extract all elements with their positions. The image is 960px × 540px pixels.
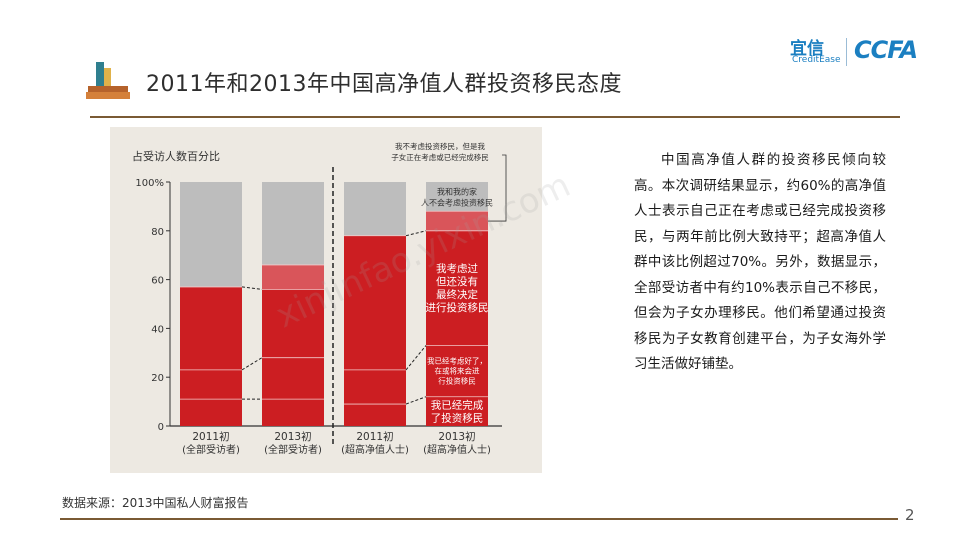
page-title: 2011年和2013年中国高净值人群投资移民态度 bbox=[146, 72, 622, 97]
series-label-considered: 但还没有 bbox=[436, 275, 478, 288]
bar-segment bbox=[180, 182, 242, 287]
connector-line bbox=[405, 396, 427, 405]
x-tick-label: 2011初 bbox=[356, 430, 393, 443]
series-label-completed: 了投资移民 bbox=[431, 411, 484, 424]
connector-line bbox=[405, 345, 427, 371]
y-tick-label: 40 bbox=[151, 324, 164, 335]
series-label-children: 子女正在考虑或已经完成移民 bbox=[391, 152, 489, 162]
connector-line bbox=[405, 230, 427, 237]
series-label-children: 我不考虑投资移民，但是我 bbox=[395, 141, 485, 151]
connector-line bbox=[241, 357, 263, 371]
x-tick-sublabel: (全部受访者) bbox=[182, 443, 240, 456]
x-tick-label: 2013初 bbox=[438, 430, 475, 443]
books-icon bbox=[86, 62, 130, 99]
series-label-completed: 我已经完成 bbox=[431, 398, 484, 411]
bar-segment bbox=[262, 289, 324, 358]
callout-line bbox=[488, 154, 507, 222]
bar-segment bbox=[426, 211, 488, 231]
series-label-decided: 我已经考虑好了， bbox=[427, 356, 487, 366]
logo-cn-text: 宜信 bbox=[790, 39, 824, 59]
footer-divider bbox=[60, 518, 898, 520]
bar-segment bbox=[344, 369, 406, 405]
series-label-decided: 在或将来会进 bbox=[435, 366, 480, 376]
page-number: 2 bbox=[905, 506, 915, 524]
bar-segment bbox=[262, 357, 324, 400]
connector-line bbox=[241, 286, 263, 290]
bar-segment bbox=[426, 182, 488, 212]
x-tick-label: 2011初 bbox=[192, 430, 229, 443]
x-tick-sublabel: (全部受访者) bbox=[264, 443, 322, 456]
series-label-no-migrate: 我和我的家 bbox=[437, 187, 477, 197]
x-tick-sublabel: (超高净值人士) bbox=[423, 443, 491, 456]
creditease-ccfa-logo: 宜信 CreditEase CCFA bbox=[790, 34, 935, 72]
bar-segment bbox=[262, 399, 324, 426]
series-label-decided: 行投资移民 bbox=[438, 376, 476, 386]
data-source: 数据来源：2013中国私人财富报告 bbox=[62, 496, 249, 510]
bar-segment bbox=[180, 286, 242, 370]
y-tick-label: 100% bbox=[135, 178, 164, 189]
bar-segment bbox=[180, 369, 242, 400]
bar-segment bbox=[426, 345, 488, 397]
bar-segment bbox=[262, 264, 324, 290]
y-axis-label: 占受访人数百分比 bbox=[132, 149, 220, 163]
bar-segment bbox=[426, 396, 488, 426]
series-label-no-migrate: 人不会考虑投资移民 bbox=[421, 198, 493, 208]
bar-segment bbox=[344, 235, 406, 370]
bar-segment bbox=[426, 230, 488, 346]
description-text: 中国高净值人群的投资移民倾向较高。本次调研结果显示，约60%的高净值人士表示自己… bbox=[634, 152, 886, 372]
bar-segment bbox=[262, 182, 324, 265]
logo-separator bbox=[846, 38, 847, 66]
y-tick-label: 20 bbox=[151, 373, 164, 384]
bar-segment bbox=[344, 182, 406, 236]
bar-segment bbox=[180, 399, 242, 426]
series-label-considered: 最终决定 bbox=[436, 288, 478, 301]
y-tick-label: 80 bbox=[151, 227, 164, 238]
x-tick-sublabel: (超高净值人士) bbox=[341, 443, 409, 456]
logo-en-text: CreditEase bbox=[792, 55, 841, 65]
stacked-bar-chart: 占受访人数百分比020406080100%2011初(全部受访者)2013初(全… bbox=[132, 141, 507, 456]
y-tick-label: 0 bbox=[158, 422, 164, 433]
logo-ccfa-text: CCFA bbox=[854, 36, 918, 64]
y-tick-label: 60 bbox=[151, 276, 164, 287]
x-tick-label: 2013初 bbox=[274, 430, 311, 443]
bar-segment bbox=[344, 404, 406, 426]
series-label-considered: 我考虑过 bbox=[436, 262, 478, 275]
title-divider bbox=[90, 116, 900, 118]
series-label-considered: 进行投资移民 bbox=[426, 301, 489, 314]
